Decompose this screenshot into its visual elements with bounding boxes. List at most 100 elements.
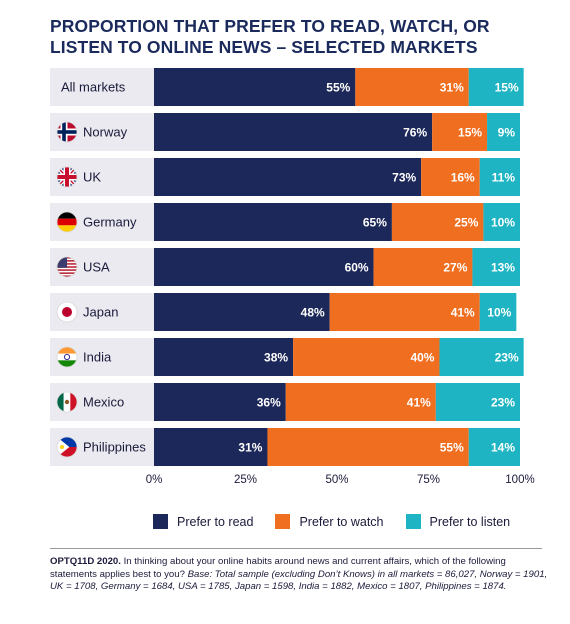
row-label: UK <box>83 170 101 185</box>
bar-segment-read <box>154 113 433 151</box>
bar-segment-watch <box>285 383 436 421</box>
row-label: India <box>83 350 112 365</box>
data-label-read: 76% <box>403 126 427 140</box>
chart-title: PROPORTION THAT PREFER TO READ, WATCH, O… <box>50 16 490 57</box>
data-label-watch: 40% <box>410 351 434 365</box>
row-label: Mexico <box>83 395 124 410</box>
data-label-read: 31% <box>238 441 262 455</box>
bar-segment-watch <box>355 68 469 106</box>
bar-row-germany: Germany 65% 25% 10% <box>50 203 520 241</box>
x-tick-label: 25% <box>234 474 257 486</box>
row-label: Germany <box>83 215 137 230</box>
footnote-base: Base: Total sample (excluding Don’t Know… <box>50 568 548 593</box>
row-label: Japan <box>83 305 118 320</box>
legend: Prefer to read Prefer to watch Prefer to… <box>153 514 532 529</box>
bar-segment-watch <box>329 293 480 331</box>
data-label-listen: 23% <box>495 351 519 365</box>
bar-segment-watch <box>267 428 469 466</box>
uk-flag-icon <box>56 166 78 188</box>
x-tick-label: 75% <box>417 474 440 486</box>
data-label-watch: 16% <box>451 171 475 185</box>
philippines-flag-icon <box>56 436 78 458</box>
data-label-listen: 9% <box>498 126 516 140</box>
data-label-watch: 31% <box>440 81 464 95</box>
bar-segment-watch <box>373 248 473 286</box>
bar-segment-listen <box>468 428 520 466</box>
bar-segment-read <box>154 293 330 331</box>
row-label: USA <box>83 260 110 275</box>
bar-segment-listen <box>472 248 520 286</box>
legend-item-listen: Prefer to listen <box>405 514 511 529</box>
row-label: Norway <box>83 125 128 140</box>
row-label: Philippines <box>83 440 146 455</box>
bar-segment-listen <box>479 158 520 196</box>
data-label-watch: 41% <box>451 306 475 320</box>
data-label-listen: 10% <box>487 306 511 320</box>
data-label-read: 36% <box>257 396 281 410</box>
data-label-listen: 14% <box>491 441 515 455</box>
india-flag-icon <box>56 346 78 368</box>
data-label-listen: 13% <box>491 261 515 275</box>
mexico-flag-icon <box>56 391 78 413</box>
legend-item-read: Prefer to read <box>153 514 253 529</box>
bar-row-mexico: Mexico 36% 41% 23% <box>50 383 520 421</box>
usa-flag-icon <box>56 256 78 278</box>
bar-row-philippines: Philippines 31% 55% 14% <box>50 428 520 466</box>
bar-row-usa: USA 60% 27% 13% <box>50 248 520 286</box>
bar-segment-listen <box>479 293 517 331</box>
bar-segment-listen <box>435 383 520 421</box>
bar-segment-watch <box>421 158 480 196</box>
bar-segment-read <box>154 428 268 466</box>
bar-row-norway: Norway 76% 15% 9% <box>50 113 520 151</box>
bar-row-india: India 38% 40% 23% <box>50 338 524 376</box>
data-label-read: 60% <box>345 261 369 275</box>
data-label-listen: 10% <box>491 216 515 230</box>
bar-segment-listen <box>487 113 520 151</box>
bar-row-uk: UK 73% 16% 11% <box>50 158 520 196</box>
data-label-watch: 25% <box>454 216 478 230</box>
footnote: OPTQ11D 2020. In thinking about your onl… <box>50 556 550 594</box>
legend-label-read: Prefer to read <box>177 514 254 529</box>
bar-segment-read <box>154 158 422 196</box>
bar-segment-read <box>154 248 374 286</box>
japan-flag-icon <box>56 301 78 323</box>
bar-row-all-markets: All markets 55% 31% 15% <box>50 68 524 106</box>
bar-segment-watch <box>391 203 484 241</box>
norway-flag-icon <box>56 121 78 143</box>
legend-item-watch: Prefer to watch <box>275 514 384 529</box>
legend-swatch-watch <box>275 514 291 529</box>
data-label-watch: 41% <box>407 396 431 410</box>
data-label-read: 48% <box>301 306 325 320</box>
x-tick-label: 50% <box>325 474 348 486</box>
germany-flag-icon <box>56 211 78 233</box>
footnote-question: In thinking about your online habits aro… <box>50 556 506 580</box>
data-label-read: 55% <box>326 81 350 95</box>
bar-segment-read <box>154 338 294 376</box>
x-tick-label: 0% <box>146 474 163 486</box>
legend-label-watch: Prefer to watch <box>299 514 384 529</box>
row-label-bg <box>50 68 154 106</box>
legend-swatch-listen <box>405 514 421 529</box>
bar-segment-read <box>154 68 356 106</box>
footnote-divider <box>50 548 542 549</box>
data-label-read: 38% <box>264 351 288 365</box>
bar-row-japan: Japan 48% 41% 10% <box>50 293 517 331</box>
bar-segment-listen <box>483 203 520 241</box>
data-label-watch: 55% <box>440 441 464 455</box>
bar-segment-listen <box>439 338 524 376</box>
bar-segment-listen <box>468 68 524 106</box>
data-label-read: 65% <box>363 216 387 230</box>
data-label-listen: 15% <box>495 81 519 95</box>
x-tick-label: 100% <box>505 474 534 486</box>
data-label-read: 73% <box>392 171 416 185</box>
bar-segment-read <box>154 203 392 241</box>
bar-segment-watch <box>293 338 440 376</box>
data-label-listen: 11% <box>492 171 516 185</box>
footnote-code: OPTQ11D 2020. <box>50 556 121 567</box>
data-label-watch: 15% <box>458 126 482 140</box>
data-label-watch: 27% <box>443 261 467 275</box>
data-label-listen: 23% <box>491 396 515 410</box>
stacked-bar-chart: All markets 55% 31% 15% Norway 76% 15% 9% UK 73% 1… <box>50 68 535 486</box>
legend-label-listen: Prefer to listen <box>429 514 511 529</box>
bar-segment-read <box>154 383 286 421</box>
